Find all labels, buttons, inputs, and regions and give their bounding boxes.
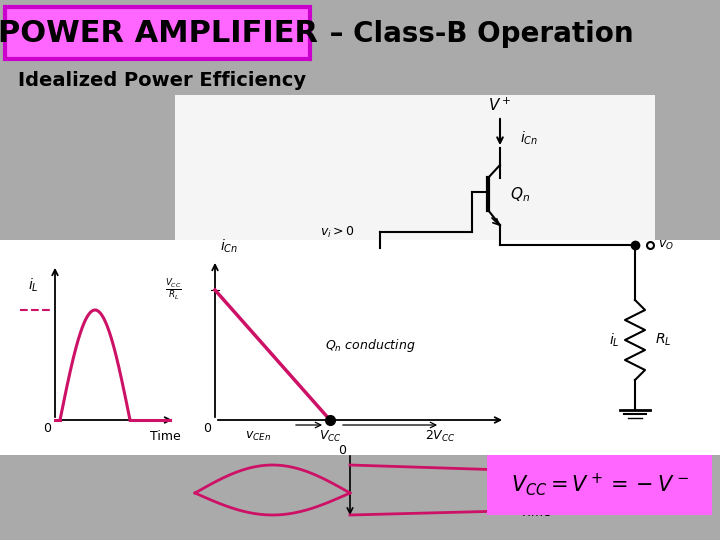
Text: $v_{CEn}$: $v_{CEn}$ (245, 429, 271, 443)
Text: Time: Time (150, 429, 181, 442)
Text: $V_{CC}$: $V_{CC}$ (319, 428, 341, 443)
Text: $i_L$: $i_L$ (609, 332, 620, 349)
Text: $i_{Cn}$: $i_{Cn}$ (520, 129, 538, 147)
Text: POWER AMPLIFIER: POWER AMPLIFIER (0, 19, 318, 49)
Text: $i_{Cn}$: $i_{Cn}$ (220, 238, 238, 255)
Text: $V^+$: $V^+$ (488, 96, 512, 113)
Bar (0, 455, 720, 540)
Text: $V_{CC} = V^+ = -V^-$: $V_{CC} = V^+ = -V^-$ (510, 471, 688, 498)
Text: – Class-B Operation: – Class-B Operation (320, 20, 634, 48)
Text: $v_i > 0$: $v_i > 0$ (320, 225, 355, 240)
Bar (175, 95, 655, 280)
Text: $Q_n$: $Q_n$ (510, 186, 530, 204)
FancyBboxPatch shape (5, 7, 310, 59)
Text: $2V_{CC}$: $2V_{CC}$ (425, 428, 455, 443)
Text: $Q_n$ conducting: $Q_n$ conducting (325, 336, 415, 354)
Text: 0: 0 (43, 422, 51, 435)
Text: $i_L$: $i_L$ (27, 276, 38, 294)
Text: Idealized Power Efficiency: Idealized Power Efficiency (18, 71, 306, 90)
Text: $v_O$: $v_O$ (658, 239, 674, 252)
Bar (0, 240, 720, 455)
Text: $\frac{V_{CC}}{R_L}$: $\frac{V_{CC}}{R_L}$ (165, 278, 181, 302)
Text: Time: Time (520, 507, 551, 519)
FancyBboxPatch shape (487, 455, 712, 515)
Text: 0: 0 (338, 444, 346, 457)
Text: 0: 0 (203, 422, 211, 435)
Text: $R_L$: $R_L$ (655, 332, 672, 348)
